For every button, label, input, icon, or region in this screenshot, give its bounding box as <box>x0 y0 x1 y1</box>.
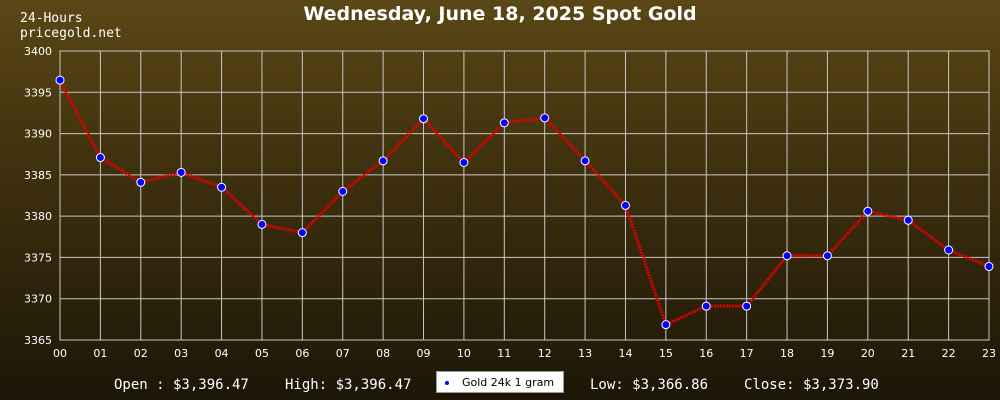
x-tick-label: 22 <box>942 347 956 360</box>
data-point <box>378 156 388 166</box>
x-tick-label: 20 <box>861 347 875 360</box>
legend: Gold 24k 1 gram <box>436 371 564 393</box>
legend-marker-icon <box>445 381 449 385</box>
data-point <box>257 219 267 229</box>
series-line <box>58 79 990 327</box>
data-point <box>540 113 550 123</box>
x-tick-label: 19 <box>820 347 834 360</box>
data-point <box>620 200 630 210</box>
x-tick-label: 16 <box>699 347 713 360</box>
data-point <box>459 157 469 167</box>
data-point <box>701 301 711 311</box>
data-point <box>338 186 348 196</box>
data-point <box>297 228 307 238</box>
close-stat: Close: $3,373.90 <box>744 377 879 393</box>
data-point <box>176 167 186 177</box>
x-tick-label: 23 <box>982 347 996 360</box>
y-tick-label: 3395 <box>24 86 52 99</box>
y-tick-label: 3365 <box>24 334 52 347</box>
x-tick-label: 00 <box>53 347 67 360</box>
x-tick-label: 06 <box>295 347 309 360</box>
data-point <box>499 118 509 128</box>
x-tick-label: 02 <box>134 347 148 360</box>
x-tick-label: 04 <box>215 347 229 360</box>
x-tick-label: 15 <box>659 347 673 360</box>
data-point <box>984 262 994 272</box>
data-point <box>863 206 873 216</box>
x-tick-label: 01 <box>93 347 107 360</box>
y-tick-label: 3370 <box>24 293 52 306</box>
legend-label: Gold 24k 1 gram <box>462 376 555 389</box>
data-point <box>95 153 105 163</box>
data-point <box>661 320 671 330</box>
y-tick-label: 3375 <box>24 251 52 264</box>
low-stat: Low: $3,366.86 <box>590 377 709 393</box>
y-tick-label: 3400 <box>24 45 52 58</box>
open-stat: Open : $3,396.47 <box>114 377 249 393</box>
x-tick-label: 08 <box>376 347 390 360</box>
x-tick-label: 12 <box>538 347 552 360</box>
high-stat: High: $3,396.47 <box>285 377 412 393</box>
data-point <box>217 182 227 192</box>
x-tick-label: 14 <box>618 347 632 360</box>
x-tick-label: 11 <box>497 347 511 360</box>
x-tick-label: 05 <box>255 347 269 360</box>
data-point <box>822 251 832 261</box>
data-point <box>55 75 65 85</box>
x-tick-label: 10 <box>457 347 471 360</box>
x-tick-label: 18 <box>780 347 794 360</box>
data-point <box>742 301 752 311</box>
y-tick-label: 3380 <box>24 210 52 223</box>
site-label: pricegold.net <box>20 26 122 41</box>
data-point <box>944 245 954 255</box>
data-point <box>580 156 590 166</box>
x-tick-label: 07 <box>336 347 350 360</box>
chart-title: Wednesday, June 18, 2025 Spot Gold <box>303 3 697 25</box>
data-point <box>903 215 913 225</box>
data-point <box>419 114 429 124</box>
data-point <box>136 177 146 187</box>
x-tick-label: 09 <box>417 347 431 360</box>
x-tick-label: 13 <box>578 347 592 360</box>
data-point <box>782 251 792 261</box>
plot-frame <box>59 50 990 341</box>
x-tick-label: 17 <box>740 347 754 360</box>
x-tick-label: 21 <box>901 347 915 360</box>
x-tick-label: 03 <box>174 347 188 360</box>
y-tick-label: 3390 <box>24 128 52 141</box>
y-tick-label: 3385 <box>24 169 52 182</box>
period-label: 24-Hours <box>20 11 83 26</box>
